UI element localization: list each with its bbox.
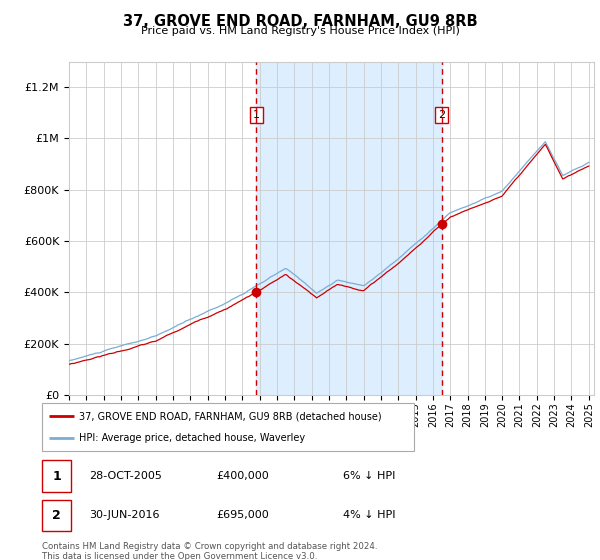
Text: 2: 2 bbox=[438, 110, 445, 120]
Text: £695,000: £695,000 bbox=[216, 510, 269, 520]
Text: £400,000: £400,000 bbox=[216, 471, 269, 481]
Text: 37, GROVE END ROAD, FARNHAM, GU9 8RB (detached house): 37, GROVE END ROAD, FARNHAM, GU9 8RB (de… bbox=[79, 411, 382, 421]
FancyBboxPatch shape bbox=[42, 460, 71, 492]
Text: HPI: Average price, detached house, Waverley: HPI: Average price, detached house, Wave… bbox=[79, 433, 305, 443]
Text: 1: 1 bbox=[253, 110, 260, 120]
Text: 37, GROVE END ROAD, FARNHAM, GU9 8RB: 37, GROVE END ROAD, FARNHAM, GU9 8RB bbox=[122, 14, 478, 29]
Text: 4% ↓ HPI: 4% ↓ HPI bbox=[343, 510, 395, 520]
Text: 1: 1 bbox=[52, 469, 61, 483]
Bar bbox=[256, 62, 442, 395]
FancyBboxPatch shape bbox=[42, 403, 414, 451]
Text: Price paid vs. HM Land Registry's House Price Index (HPI): Price paid vs. HM Land Registry's House … bbox=[140, 26, 460, 36]
Text: 2: 2 bbox=[52, 508, 61, 522]
Text: 6% ↓ HPI: 6% ↓ HPI bbox=[343, 471, 395, 481]
FancyBboxPatch shape bbox=[42, 500, 71, 531]
Text: 28-OCT-2005: 28-OCT-2005 bbox=[89, 471, 163, 481]
Text: 30-JUN-2016: 30-JUN-2016 bbox=[89, 510, 160, 520]
Text: Contains HM Land Registry data © Crown copyright and database right 2024.
This d: Contains HM Land Registry data © Crown c… bbox=[42, 542, 377, 560]
